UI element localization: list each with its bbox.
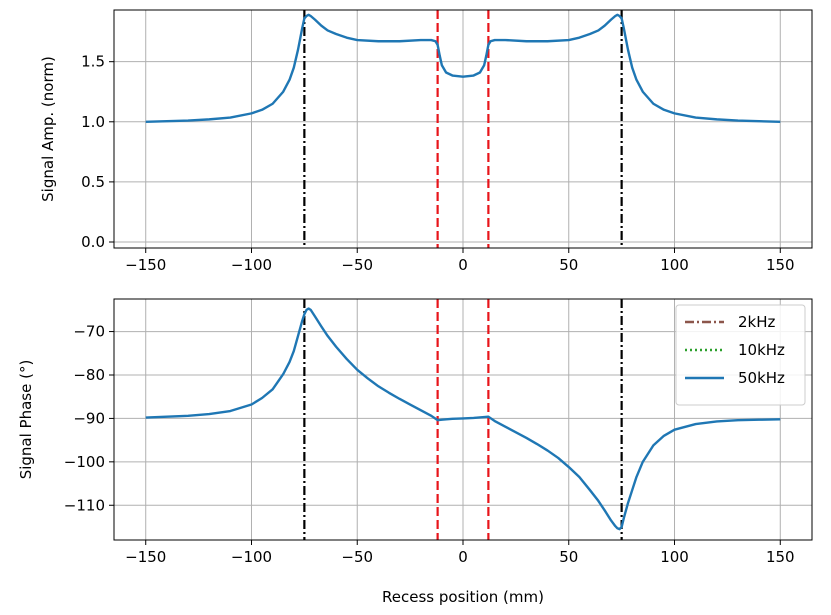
legend-label: 50kHz	[738, 369, 785, 387]
x-tick-label: −150	[125, 548, 166, 566]
x-tick-label: −50	[341, 548, 373, 566]
series-line-50kHz	[145, 307, 781, 531]
y-tick-label: 1.5	[81, 53, 105, 71]
x-tick-label: 0	[458, 256, 468, 274]
x-tick-label: 50	[559, 548, 578, 566]
x-tick-label: 150	[766, 548, 795, 566]
x-tick-label: −50	[341, 256, 373, 274]
y-tick-label: −110	[64, 496, 105, 514]
x-tick-label: −150	[125, 256, 166, 274]
y-tick-label: −70	[73, 323, 105, 341]
legend-label: 2kHz	[738, 313, 776, 331]
x-tick-label: −100	[231, 548, 272, 566]
y-tick-label: −80	[73, 366, 105, 384]
x-tick-label: 150	[766, 256, 795, 274]
x-axis-label: Recess position (mm)	[382, 588, 544, 606]
amplitude-panel: −150 −100 −50 0 50 100 150 0.0 0.5 1.0 1.5 Signal A…	[39, 9, 813, 274]
y-tick-label: 0.5	[81, 173, 105, 191]
y-axis-label: Signal Amp. (norm)	[39, 56, 57, 202]
x-tick-label: −100	[231, 256, 272, 274]
legend-box	[675, 304, 806, 406]
x-tick-label: 0	[458, 548, 468, 566]
series-line-50kHz	[145, 13, 781, 123]
y-tick-label: −100	[64, 453, 105, 471]
x-tick-label: 100	[660, 256, 689, 274]
legend: 2kHz 10kHz 50kHz	[675, 304, 806, 406]
x-tick-label: 100	[660, 548, 689, 566]
y-tick-label: −90	[73, 409, 105, 427]
x-tick-label: 50	[559, 256, 578, 274]
y-tick-label: 1.0	[81, 113, 105, 131]
legend-label: 10kHz	[738, 341, 785, 359]
phase-panel: −150 −100 −50 0 50 100 150 −70 −80 −90 −100 −110 Sig…	[17, 298, 813, 606]
y-axis-label: Signal Phase (°)	[17, 360, 35, 480]
y-tick-label: 0.0	[81, 233, 105, 251]
